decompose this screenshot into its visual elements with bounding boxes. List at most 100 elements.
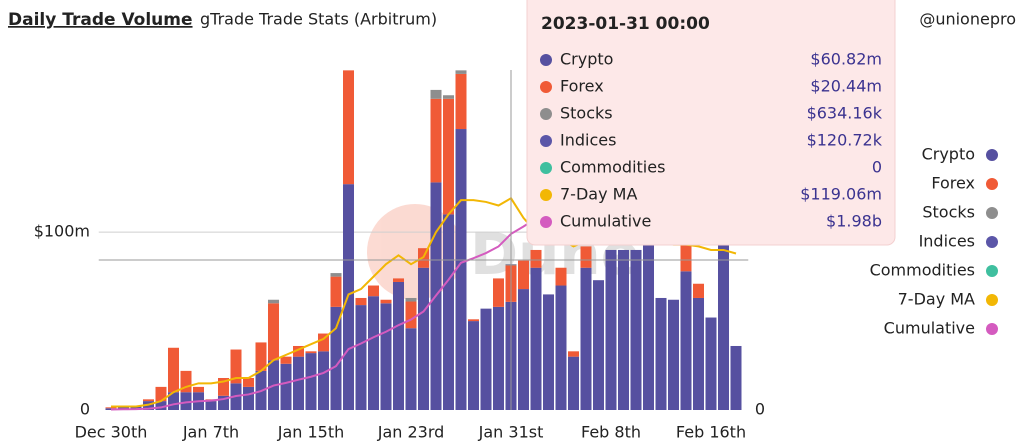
legend-swatch	[986, 149, 998, 161]
y2-tick-label: 0	[755, 400, 765, 419]
bar	[330, 273, 342, 277]
bar	[155, 386, 167, 402]
legend-swatch	[986, 323, 998, 335]
bar	[280, 356, 292, 364]
legend-swatch	[986, 265, 998, 277]
bar	[343, 70, 354, 185]
legend-swatch	[986, 178, 998, 190]
bar	[243, 377, 254, 387]
bar	[393, 278, 404, 282]
bar	[168, 347, 179, 393]
bar	[180, 392, 192, 410]
bar	[530, 267, 542, 410]
tooltip-value: $119.06m	[800, 185, 882, 204]
tooltip-swatch	[540, 162, 552, 174]
tooltip-label: Indices	[560, 131, 616, 150]
legend-label: Stocks	[922, 203, 975, 222]
tooltip-value: $120.72k	[807, 131, 883, 150]
bar	[168, 392, 179, 410]
tooltip-label: Crypto	[560, 50, 613, 69]
bar	[418, 267, 429, 410]
legend-swatch	[986, 294, 998, 306]
legend-label: Indices	[919, 232, 975, 251]
tooltip-swatch	[540, 54, 552, 66]
tooltip-value: $60.82m	[810, 50, 882, 69]
bar	[455, 73, 467, 130]
bar	[305, 351, 317, 354]
tooltip-swatch	[540, 216, 552, 228]
tooltip-label: 7-Day MA	[560, 185, 637, 204]
tooltip: 2023-01-31 00:00 Crypto $60.82m Forex $20.44…	[526, 0, 896, 246]
bar	[143, 399, 154, 402]
bar	[355, 297, 367, 306]
bar	[230, 349, 242, 384]
bar	[205, 401, 217, 410]
legend-label: Forex	[931, 174, 975, 193]
bar	[668, 299, 679, 410]
bar	[655, 297, 667, 410]
bar	[318, 333, 329, 352]
bar	[155, 401, 167, 410]
x-tick-label: Jan 23rd	[377, 423, 445, 442]
legend-swatch	[986, 207, 998, 219]
bar	[368, 285, 379, 297]
bar	[405, 328, 417, 410]
bar	[218, 377, 229, 396]
bar	[530, 249, 542, 268]
bar	[305, 353, 317, 410]
bar	[693, 297, 704, 410]
bar	[730, 345, 742, 410]
tooltip-swatch	[540, 108, 552, 120]
bar	[593, 280, 604, 410]
bar	[443, 95, 454, 99]
bar	[318, 351, 329, 410]
bar	[380, 303, 392, 410]
bar	[468, 319, 479, 322]
bar	[580, 267, 592, 410]
legend-label: 7-Day MA	[898, 290, 975, 309]
bar	[455, 129, 467, 410]
tooltip-value: 0	[872, 158, 882, 177]
bar	[618, 249, 629, 410]
bar	[180, 370, 192, 393]
bar	[293, 356, 304, 410]
tooltip-label: Stocks	[560, 104, 613, 123]
author: @unionepro	[919, 10, 1016, 29]
bar	[193, 386, 204, 393]
bar	[543, 294, 554, 410]
x-tick-label: Dec 30th	[75, 423, 148, 442]
bar	[243, 386, 254, 410]
legend-swatch	[986, 236, 998, 248]
bar	[405, 301, 417, 329]
bar	[455, 70, 467, 74]
tooltip-value: $1.98b	[826, 212, 882, 231]
bar	[568, 351, 579, 357]
tooltip-label: Cumulative	[560, 212, 651, 231]
bar	[330, 276, 342, 307]
tooltip-box	[526, 0, 896, 246]
x-tick-label: Jan 31st	[478, 423, 544, 442]
x-tick-label: Feb 16th	[676, 423, 746, 442]
bar	[280, 363, 292, 410]
tooltip-label: Forex	[560, 77, 604, 96]
bar	[680, 244, 692, 272]
legend-label: Crypto	[922, 145, 975, 164]
x-tick-label: Feb 8th	[581, 423, 641, 442]
bar	[480, 308, 492, 410]
y-tick-label: 0	[80, 400, 90, 419]
bar	[643, 244, 654, 410]
chart-subtitle: gTrade Trade Stats (Arbitrum)	[200, 10, 437, 29]
bar	[293, 345, 304, 357]
bar	[443, 214, 454, 410]
bar	[355, 305, 367, 410]
bar	[555, 285, 567, 410]
bar	[430, 98, 442, 183]
bar	[368, 296, 379, 410]
bar	[405, 297, 417, 302]
tooltip-value: $634.16k	[807, 104, 883, 123]
tooltip-swatch	[540, 189, 552, 201]
bar	[693, 283, 704, 298]
bar	[468, 321, 479, 410]
tooltip-label: Commodities	[560, 158, 665, 177]
